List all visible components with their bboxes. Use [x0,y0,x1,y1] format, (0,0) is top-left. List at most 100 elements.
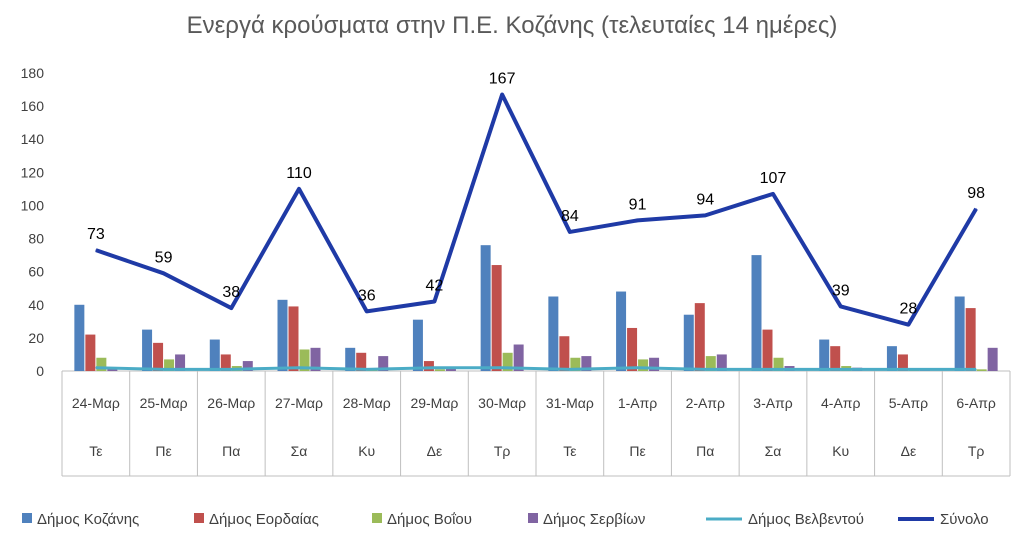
data-label: 107 [760,170,787,187]
bar [954,296,965,371]
bar [649,357,660,371]
bar [716,354,727,371]
bar [96,357,107,371]
x-tick-label: 30-Μαρ [478,395,526,411]
y-tick-label: 60 [28,264,44,280]
bar [434,369,445,371]
bar [830,346,841,371]
bar [570,357,581,371]
series-line-total [95,92,978,327]
x-tick-label: 24-Μαρ [72,395,120,411]
line-point [637,219,639,221]
bar [751,255,762,371]
x-tick-label: 6-Απρ [956,395,995,411]
bar [153,342,164,371]
bar [378,356,389,371]
bar [74,304,85,371]
legend-swatch [372,513,382,523]
line-point [230,368,232,370]
legend-swatch [528,513,538,523]
legend-label: Σύνολο [940,511,989,528]
bar [559,336,570,371]
line-point [95,249,97,251]
line-point [366,310,368,312]
x-tick-label: 28-Μαρ [343,395,391,411]
series-line [95,366,977,371]
legend-swatch [22,513,32,523]
bar [299,349,310,371]
data-label: 38 [222,284,240,301]
data-label: 167 [489,71,516,88]
line-point [366,368,368,370]
bar [445,367,456,371]
weekday-label: Δε [901,443,917,459]
x-tick-label: 27-Μαρ [275,395,323,411]
line-point [840,368,842,370]
data-label: 98 [967,185,985,202]
x-tick-label: 26-Μαρ [207,395,255,411]
bar [616,291,627,371]
line-point [637,367,639,369]
line-point [501,367,503,369]
data-label: 36 [358,287,376,304]
y-tick-label: 160 [21,98,45,114]
weekday-label: Τε [563,443,576,459]
bar [581,356,592,371]
weekday-label: Κυ [358,443,375,459]
line-point [569,368,571,370]
data-label: 94 [696,191,714,208]
weekday-label: Πε [155,443,171,459]
bar [242,361,253,371]
data-label: 110 [286,165,312,182]
bar [85,334,96,371]
x-tick-label: 31-Μαρ [546,395,594,411]
bar [412,319,423,371]
bar [897,354,908,371]
legend-swatch [194,513,204,523]
y-tick-label: 20 [28,330,44,346]
data-label: 73 [87,226,105,243]
bar [705,356,716,371]
weekday-label: Τρ [968,443,985,459]
line-point [704,214,706,216]
line-point [704,368,706,370]
line-point [501,94,503,96]
bar [288,306,299,371]
y-tick-label: 0 [36,363,44,379]
legend-label: Δήμος Εορδαίας [209,511,319,528]
y-tick-label: 180 [21,65,45,81]
data-label: 28 [900,301,918,318]
y-tick-label: 140 [21,131,45,147]
weekday-label: Κυ [832,443,849,459]
bar [107,369,118,371]
bar [220,354,231,371]
chart-title: Ενεργά κρούσματα στην Π.Ε. Κοζάνης (τελε… [186,12,838,39]
line-point [433,300,435,302]
line-point [772,368,774,370]
bar [423,361,434,371]
x-tick-label: 2-Απρ [686,395,725,411]
bar [209,339,220,371]
bar [310,347,321,371]
bar [683,314,694,371]
x-tick-label: 4-Απρ [821,395,860,411]
weekday-label: Τε [89,443,102,459]
bar [513,344,524,371]
x-tick-label: 29-Μαρ [410,395,458,411]
data-label: 42 [426,277,444,294]
line-point [95,367,97,369]
line-point [163,272,165,274]
line-point [975,208,977,210]
legend-label: Δήμος Σερβίων [543,511,645,528]
x-tick-label: 1-Απρ [618,395,657,411]
line-point [907,368,909,370]
bar [638,359,649,371]
line-point [772,193,774,195]
line-point [840,305,842,307]
line-point [230,307,232,309]
bar [175,354,186,371]
weekday-label: Πε [629,443,645,459]
bar [987,347,998,371]
